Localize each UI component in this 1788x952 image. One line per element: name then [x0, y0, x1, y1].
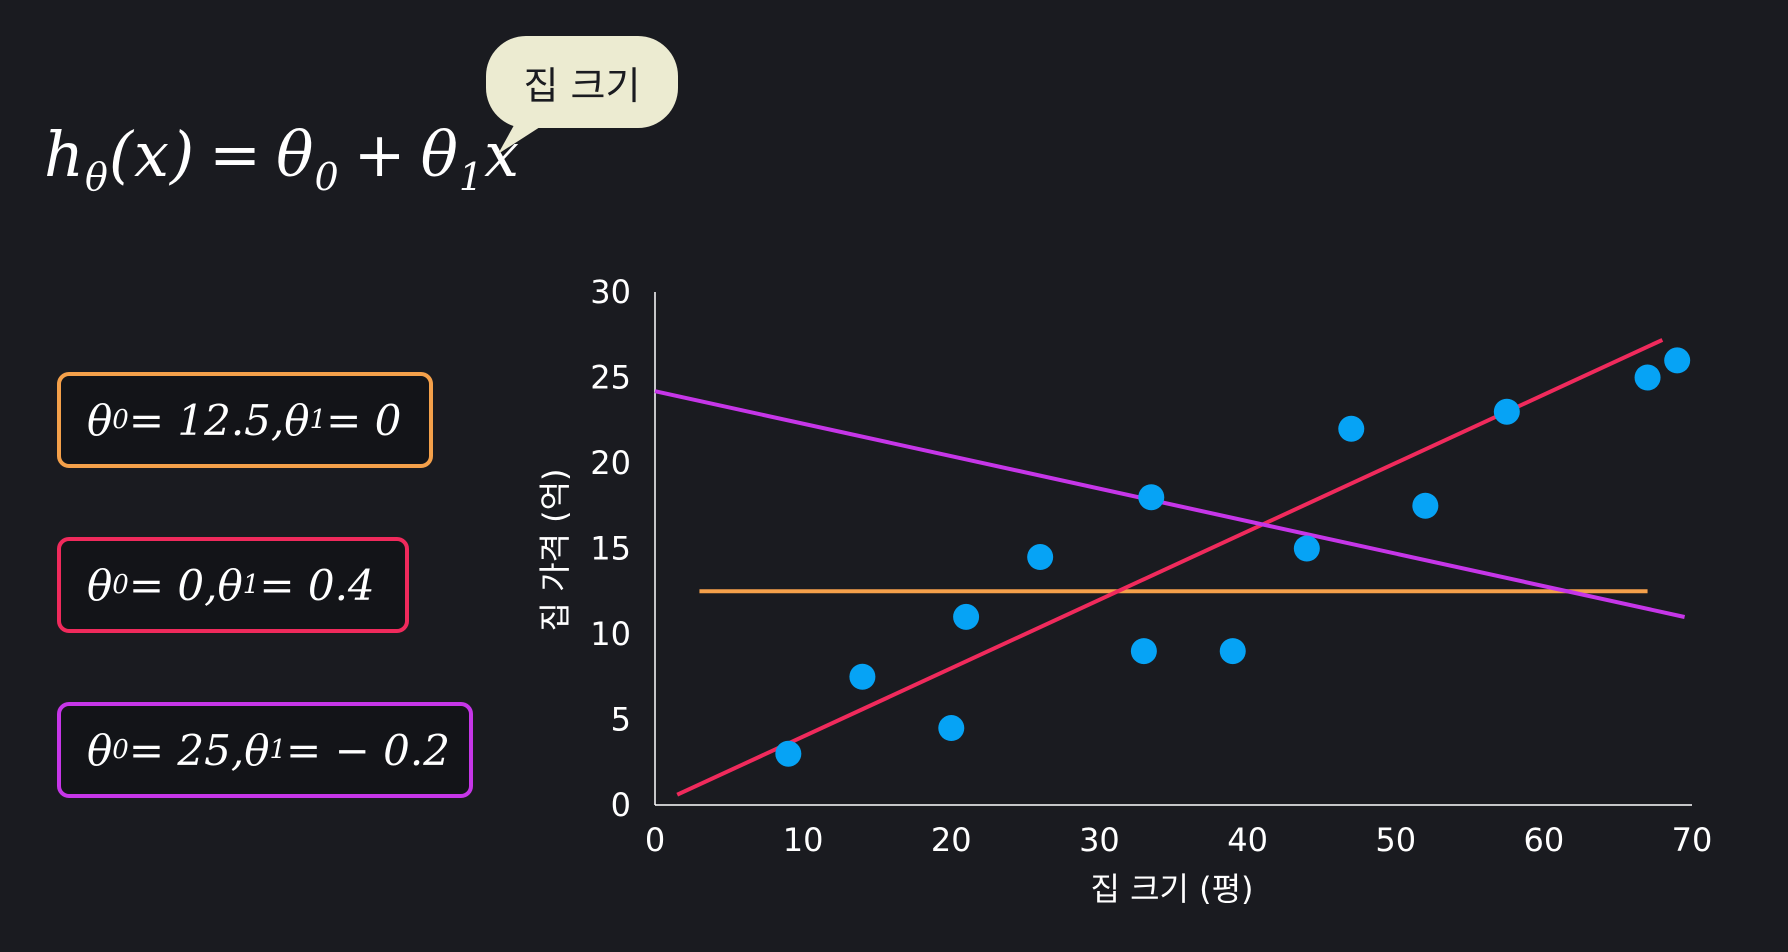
formula-theta0: θ: [276, 118, 315, 191]
param-theta0: θ: [87, 560, 113, 610]
param-theta1: θ: [217, 560, 243, 610]
y-tick-label: 15: [590, 530, 631, 568]
y-tick-label: 20: [590, 444, 631, 482]
param-sub1: 1: [269, 735, 287, 765]
data-point: [1027, 544, 1054, 571]
formula-plus: +: [353, 118, 407, 191]
data-point: [938, 715, 965, 742]
param-sub1: 1: [242, 570, 260, 600]
regression-lines: [654, 338, 1686, 797]
data-point: [1634, 364, 1661, 391]
formula-theta1: θ: [420, 118, 459, 191]
data-points: [775, 347, 1691, 767]
param-part2: = − 0.2: [286, 725, 450, 775]
param-theta1: θ: [284, 395, 310, 445]
x-axis-label: 집 크기 (평): [1090, 870, 1253, 908]
param-part2: = 0: [326, 395, 402, 445]
x-tick-label: 40: [1227, 821, 1268, 859]
y-tick-label: 5: [611, 701, 631, 739]
x-tick-label: 70: [1672, 821, 1713, 859]
formula-h: h: [44, 118, 85, 191]
regression-line: [654, 389, 1686, 619]
data-point: [1664, 347, 1691, 374]
data-point: [849, 663, 876, 690]
param-part1: = 25,: [128, 725, 245, 775]
param-sub1: 1: [309, 405, 327, 435]
param-sub0: 0: [112, 735, 129, 765]
x-tick-label: 30: [1079, 821, 1120, 859]
y-tick-label: 10: [590, 615, 631, 653]
chart-axes: 0 10 20 30 40 50 60 70 0 5 10 15 20 25 30: [590, 273, 1712, 859]
data-point: [775, 740, 802, 767]
data-point: [1338, 415, 1365, 442]
data-point: [1293, 535, 1320, 562]
y-tick-label: 25: [590, 359, 631, 397]
formula-arg: (x): [108, 118, 196, 191]
param-sub0: 0: [112, 405, 129, 435]
x-tick-label: 50: [1375, 821, 1416, 859]
data-point: [1219, 638, 1246, 665]
param-sub0: 0: [112, 570, 129, 600]
formula-theta1-subscript: 1: [458, 155, 485, 199]
param-part2: = 0.4: [259, 560, 375, 610]
formula-theta0-subscript: 0: [314, 155, 340, 199]
param-theta0: θ: [87, 395, 113, 445]
data-point: [1138, 484, 1165, 511]
x-tick-label: 10: [783, 821, 824, 859]
formula-h-subscript: θ: [84, 155, 109, 199]
param-part1: = 12.5,: [128, 395, 285, 445]
data-point: [1130, 638, 1157, 665]
param-part1: = 0,: [128, 560, 218, 610]
param-theta0: θ: [87, 725, 113, 775]
x-tick-label: 20: [931, 821, 972, 859]
formula-equals: =: [209, 118, 263, 191]
x-tick-label: 0: [645, 821, 665, 859]
y-axis-label: 집 가격 (억): [536, 468, 574, 631]
callout-text: 집 크기: [523, 63, 641, 108]
data-point: [953, 603, 980, 630]
data-point: [1412, 492, 1439, 519]
data-point: [1493, 398, 1520, 425]
callout-bubble: 집 크기: [486, 36, 678, 128]
hypothesis-formula: hθ(x) = θ0 + θ1x: [44, 118, 520, 199]
x-tick-label: 60: [1523, 821, 1564, 859]
param-theta1: θ: [244, 725, 270, 775]
y-tick-label: 30: [590, 273, 631, 311]
y-tick-label: 0: [611, 786, 631, 824]
